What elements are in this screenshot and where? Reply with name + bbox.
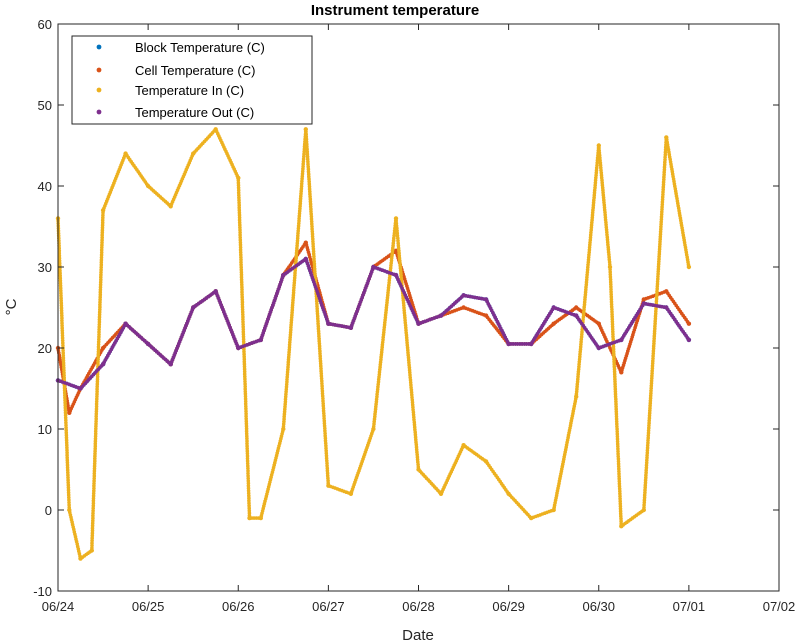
x-tick-label: 07/02 — [763, 599, 796, 614]
x-axis-label: Date — [402, 627, 434, 643]
data-marker — [94, 404, 99, 409]
data-marker — [93, 432, 98, 436]
data-marker — [99, 263, 104, 267]
legend-item-block-temperature: Block Temperature (C) — [96, 40, 265, 55]
data-marker — [239, 258, 243, 262]
data-point — [686, 264, 692, 270]
data-marker — [62, 383, 67, 388]
legend-marker — [96, 109, 102, 115]
legend-item-temperature-out: Temperature Out (C) — [96, 105, 254, 120]
legend-marker — [96, 87, 102, 93]
legend-item-cell-temperature: Cell Temperature (C) — [96, 63, 255, 78]
data-marker — [96, 347, 101, 352]
data-marker — [99, 278, 103, 282]
y-tick-label: 40 — [38, 179, 52, 194]
legend-label: Block Temperature (C) — [135, 40, 265, 55]
x-tick-label: 06/24 — [42, 599, 75, 614]
x-tick-label: 06/30 — [582, 599, 615, 614]
data-marker — [245, 454, 250, 458]
data-marker — [93, 444, 98, 449]
legend-label: Cell Temperature (C) — [135, 63, 255, 78]
data-marker — [238, 245, 243, 250]
data-marker — [100, 235, 104, 240]
data-point — [686, 337, 692, 343]
data-point — [686, 321, 692, 326]
legend-marker — [96, 67, 102, 73]
data-marker — [92, 486, 96, 491]
data-marker — [65, 450, 69, 455]
series-4 — [55, 256, 692, 391]
data-marker — [100, 220, 105, 225]
data-marker — [239, 272, 244, 277]
data-marker — [247, 496, 251, 501]
data-marker — [246, 481, 251, 486]
x-tick-label: 06/27 — [312, 599, 345, 614]
legend-label: Temperature Out (C) — [135, 105, 254, 120]
data-marker — [245, 439, 249, 443]
data-marker — [246, 469, 250, 473]
data-marker — [243, 384, 247, 389]
data-marker — [93, 459, 97, 463]
x-tick-label: 07/01 — [673, 599, 706, 614]
data-marker — [242, 369, 247, 374]
data-marker — [240, 287, 244, 292]
data-marker — [60, 316, 64, 320]
data-marker — [91, 516, 95, 520]
x-tick-label: 06/25 — [132, 599, 165, 614]
axes-layer: 06/24 06/25 06/26 06/27 06/28 06/29 06/30 07/01… — [33, 17, 795, 614]
legend-label: Temperature In (C) — [135, 83, 244, 98]
y-tick-label: 60 — [38, 17, 52, 32]
data-marker — [94, 417, 98, 421]
data-marker — [238, 230, 242, 235]
y-axis-label: °C — [3, 298, 20, 315]
data-marker — [97, 332, 101, 337]
data-marker — [96, 362, 100, 367]
data-marker — [91, 501, 96, 506]
data-marker — [244, 426, 249, 431]
data-marker — [247, 511, 252, 515]
data-marker — [237, 203, 241, 207]
data-marker — [92, 474, 97, 478]
y-tick-label: 50 — [38, 98, 52, 113]
data-marker — [99, 250, 104, 255]
series-layer — [55, 127, 692, 561]
legend-box — [71, 35, 313, 125]
legend-item-temperature-in: Temperature In (C) — [96, 83, 244, 98]
data-marker — [243, 399, 248, 404]
y-tick-label: 10 — [38, 422, 52, 437]
y-tick-label: 20 — [38, 341, 52, 356]
data-marker — [98, 292, 103, 297]
legend: Block Temperature (C) Cell Temperature (… — [71, 35, 313, 125]
chart-title: Instrument temperature — [311, 2, 479, 19]
y-tick-label: 30 — [38, 260, 52, 275]
y-tick-label: 0 — [45, 503, 52, 518]
legend-marker — [96, 44, 102, 50]
data-marker — [242, 357, 247, 362]
x-tick-label: 06/28 — [402, 599, 435, 614]
data-marker — [95, 374, 100, 379]
data-marker — [241, 327, 246, 332]
data-marker — [244, 412, 248, 416]
y-tick-label: -10 — [33, 584, 52, 599]
x-tick-label: 06/29 — [492, 599, 525, 614]
data-marker — [95, 389, 99, 394]
data-marker — [236, 188, 241, 193]
x-tick-label: 06/26 — [222, 599, 255, 614]
series-3 — [55, 127, 692, 561]
data-marker — [237, 215, 242, 220]
